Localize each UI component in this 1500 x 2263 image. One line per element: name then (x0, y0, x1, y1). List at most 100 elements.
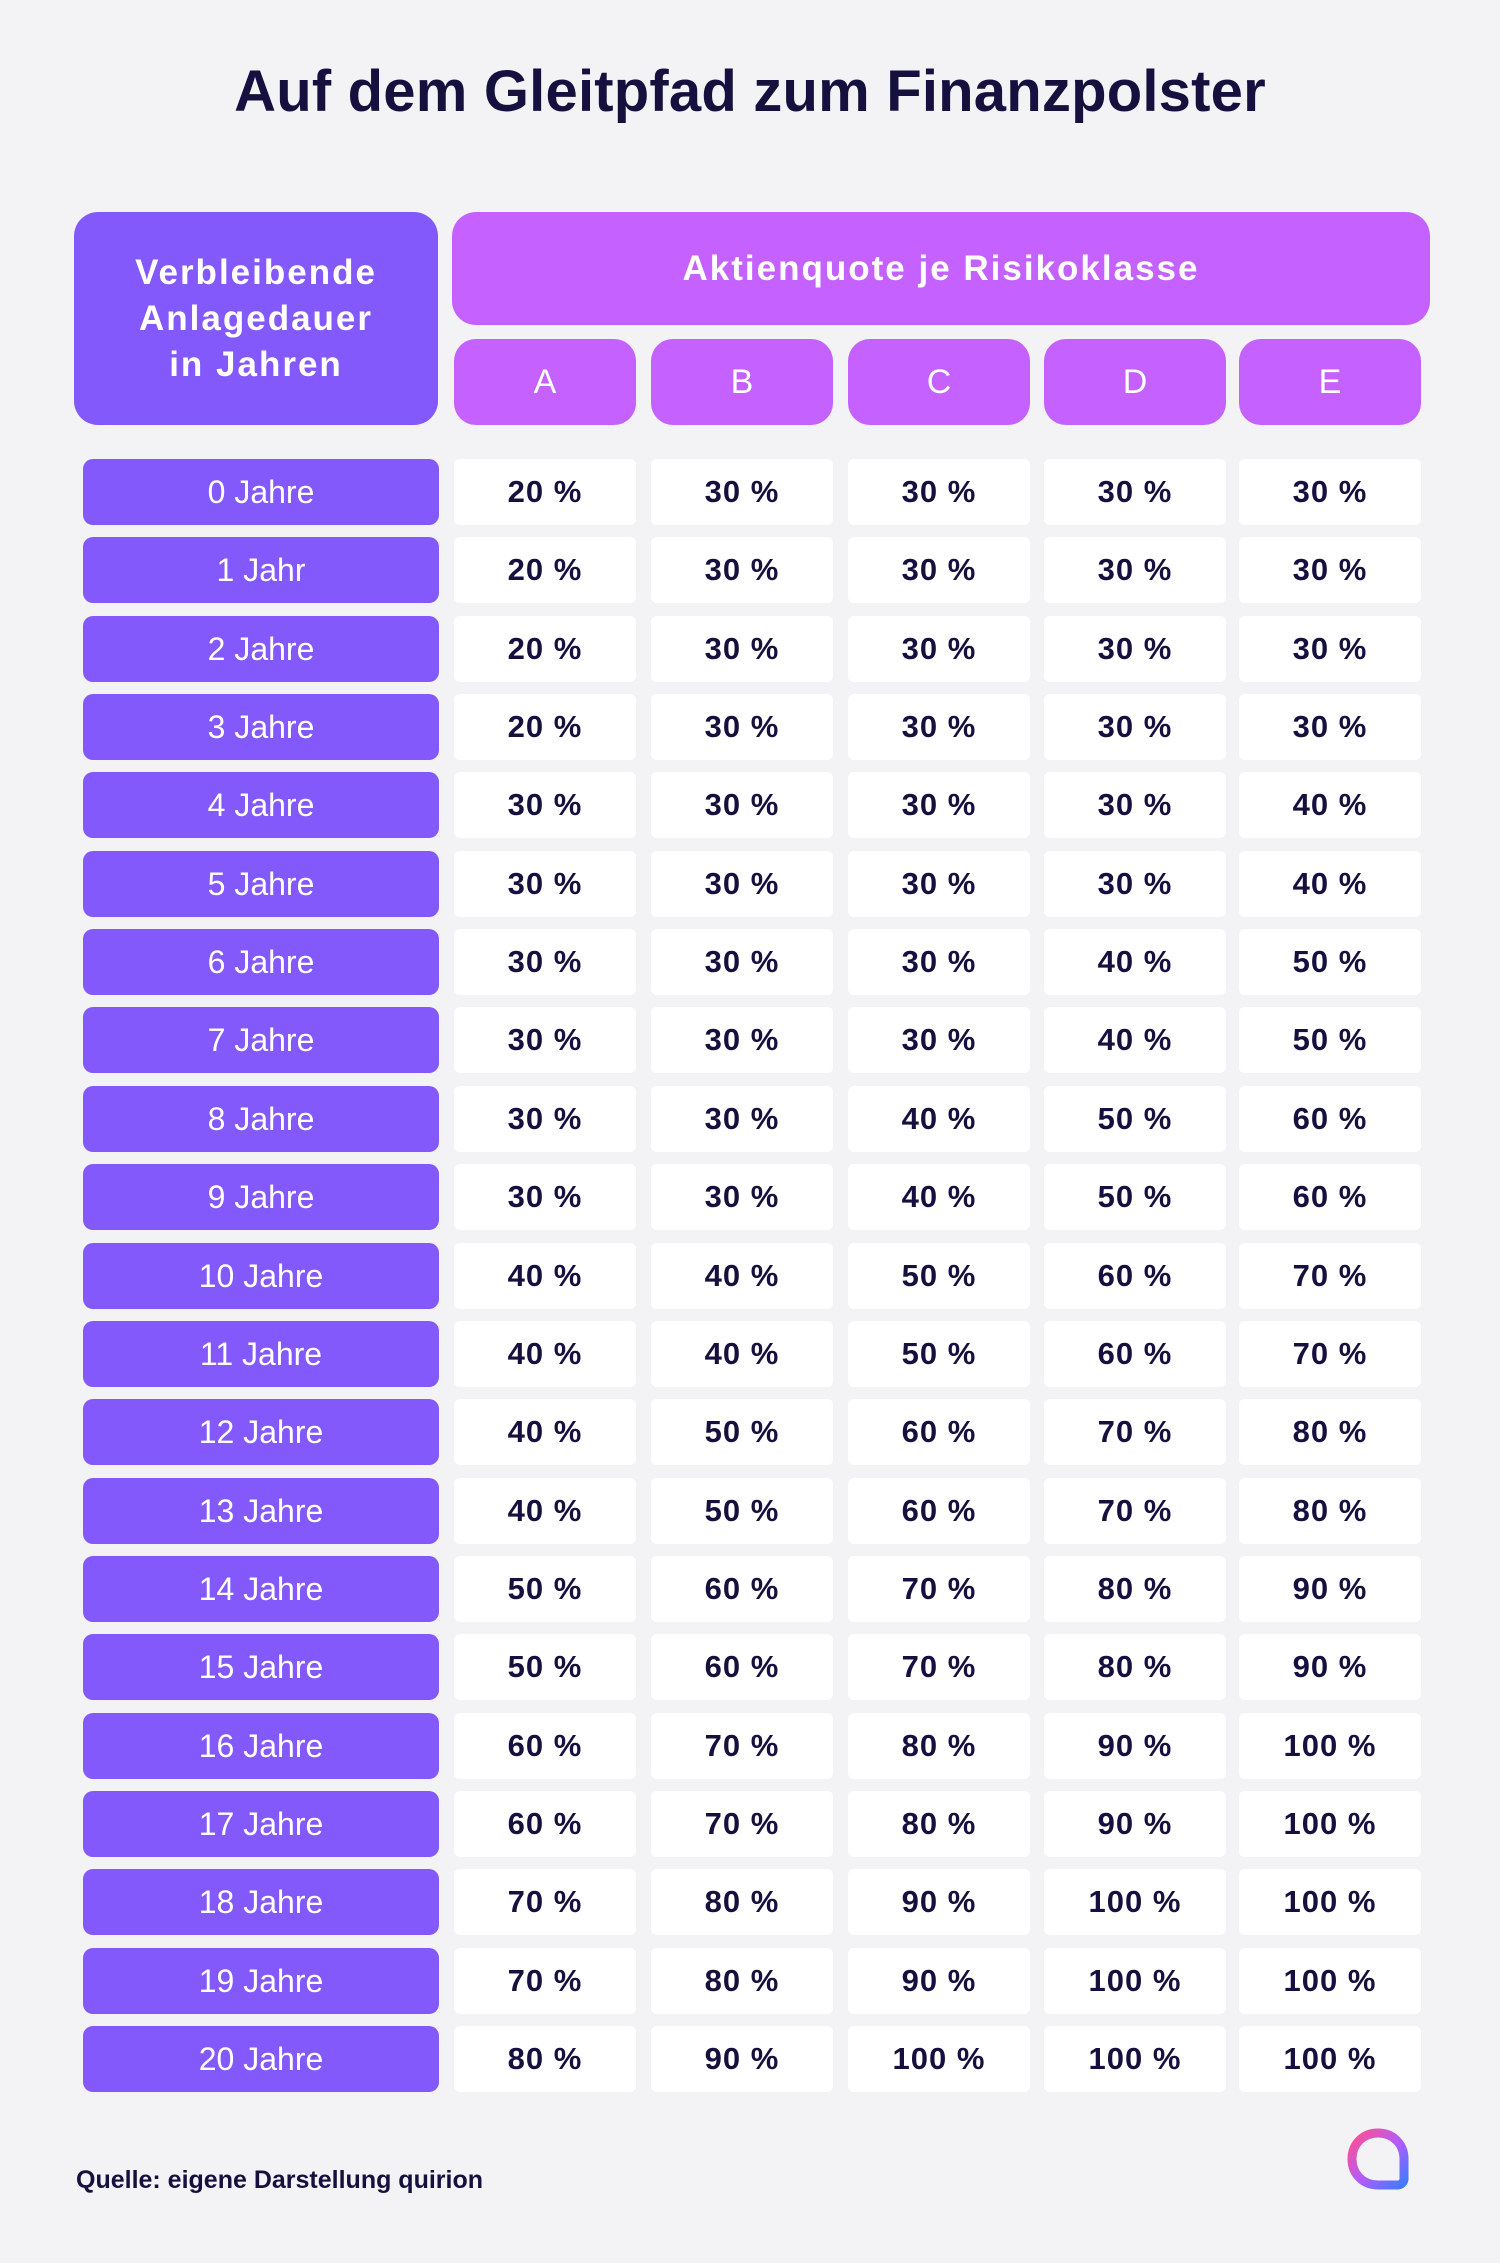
table-cell: 30 % (848, 929, 1030, 995)
table-cell: 100 % (1239, 1869, 1421, 1935)
table-cell: 60 % (848, 1478, 1030, 1544)
table-cell: 90 % (1044, 1791, 1226, 1857)
table-cell: 90 % (1239, 1556, 1421, 1622)
quirion-logo-icon (1347, 2128, 1409, 2190)
table-cell: 20 % (454, 459, 636, 525)
column-header-a: A (454, 339, 636, 425)
table-cell: 30 % (651, 851, 833, 917)
table-cell: 60 % (454, 1713, 636, 1779)
row-label: 1 Jahr (83, 537, 439, 603)
table-cell: 50 % (454, 1634, 636, 1700)
table-cell: 60 % (848, 1399, 1030, 1465)
table-cell: 30 % (848, 694, 1030, 760)
table-cell: 70 % (651, 1713, 833, 1779)
table-cell: 70 % (454, 1948, 636, 2014)
table-cell: 60 % (1239, 1086, 1421, 1152)
row-label: 12 Jahre (83, 1399, 439, 1465)
table-cell: 40 % (1239, 772, 1421, 838)
table-cell: 100 % (1239, 1948, 1421, 2014)
table-cell: 100 % (1239, 2026, 1421, 2092)
table-cell: 30 % (1044, 772, 1226, 838)
table-cell: 20 % (454, 616, 636, 682)
table-cell: 70 % (1044, 1478, 1226, 1544)
table-cell: 40 % (454, 1243, 636, 1309)
row-label: 19 Jahre (83, 1948, 439, 2014)
row-label: 11 Jahre (83, 1321, 439, 1387)
table-cell: 30 % (651, 772, 833, 838)
table-cell: 100 % (1239, 1791, 1421, 1857)
table-cell: 30 % (651, 1007, 833, 1073)
table-cell: 40 % (1239, 851, 1421, 917)
table-cell: 80 % (848, 1791, 1030, 1857)
table-cell: 20 % (454, 537, 636, 603)
table-cell: 30 % (848, 616, 1030, 682)
table-cell: 90 % (1044, 1713, 1226, 1779)
table-cell: 50 % (651, 1399, 833, 1465)
column-group-header: Aktienquote je Risikoklasse (452, 212, 1430, 325)
table-cell: 30 % (651, 616, 833, 682)
row-label: 16 Jahre (83, 1713, 439, 1779)
table-cell: 60 % (1044, 1243, 1226, 1309)
row-label: 15 Jahre (83, 1634, 439, 1700)
page-title: Auf dem Gleitpfad zum Finanzpolster (234, 59, 1266, 124)
row-label: 3 Jahre (83, 694, 439, 760)
table-cell: 70 % (454, 1869, 636, 1935)
table-cell: 50 % (848, 1321, 1030, 1387)
table-cell: 60 % (651, 1634, 833, 1700)
table-cell: 40 % (454, 1321, 636, 1387)
table-cell: 30 % (454, 929, 636, 995)
table-cell: 60 % (454, 1791, 636, 1857)
table-cell: 30 % (651, 537, 833, 603)
table-cell: 80 % (651, 1948, 833, 2014)
table-cell: 30 % (1044, 616, 1226, 682)
table-cell: 100 % (1044, 2026, 1226, 2092)
table-cell: 50 % (848, 1243, 1030, 1309)
row-label: 9 Jahre (83, 1164, 439, 1230)
table-cell: 50 % (651, 1478, 833, 1544)
table-cell: 50 % (1239, 1007, 1421, 1073)
table-cell: 50 % (1239, 929, 1421, 995)
table-cell: 30 % (1239, 616, 1421, 682)
column-header-c: C (848, 339, 1030, 425)
table-cell: 70 % (651, 1791, 833, 1857)
column-header-d: D (1044, 339, 1226, 425)
table-cell: 70 % (848, 1556, 1030, 1622)
table-cell: 80 % (1239, 1478, 1421, 1544)
row-label: 14 Jahre (83, 1556, 439, 1622)
table-cell: 60 % (1239, 1164, 1421, 1230)
table-cell: 80 % (454, 2026, 636, 2092)
table-cell: 50 % (454, 1556, 636, 1622)
table-cell: 30 % (1044, 694, 1226, 760)
table-cell: 80 % (1239, 1399, 1421, 1465)
table-cell: 30 % (651, 929, 833, 995)
row-label: 17 Jahre (83, 1791, 439, 1857)
row-header-cell: Verbleibende Anlagedauer in Jahren (74, 212, 438, 425)
table-cell: 30 % (651, 1164, 833, 1230)
table-cell: 30 % (1044, 537, 1226, 603)
column-header-b: B (651, 339, 833, 425)
table-cell: 40 % (1044, 1007, 1226, 1073)
table-cell: 30 % (1239, 694, 1421, 760)
table-cell: 30 % (848, 1007, 1030, 1073)
table-cell: 40 % (454, 1478, 636, 1544)
table-cell: 30 % (651, 459, 833, 525)
row-label: 6 Jahre (83, 929, 439, 995)
table-cell: 60 % (1044, 1321, 1226, 1387)
table-cell: 40 % (848, 1086, 1030, 1152)
table-cell: 70 % (848, 1634, 1030, 1700)
table-cell: 40 % (651, 1243, 833, 1309)
table-cell: 90 % (651, 2026, 833, 2092)
table-cell: 30 % (1044, 459, 1226, 525)
table-cell: 30 % (1239, 459, 1421, 525)
row-label: 4 Jahre (83, 772, 439, 838)
table-cell: 30 % (651, 694, 833, 760)
row-label: 0 Jahre (83, 459, 439, 525)
table-cell: 80 % (1044, 1634, 1226, 1700)
row-label: 8 Jahre (83, 1086, 439, 1152)
table-cell: 50 % (1044, 1086, 1226, 1152)
row-label: 13 Jahre (83, 1478, 439, 1544)
table-cell: 80 % (651, 1869, 833, 1935)
row-label: 18 Jahre (83, 1869, 439, 1935)
table-cell: 100 % (1239, 1713, 1421, 1779)
table-cell: 30 % (848, 772, 1030, 838)
